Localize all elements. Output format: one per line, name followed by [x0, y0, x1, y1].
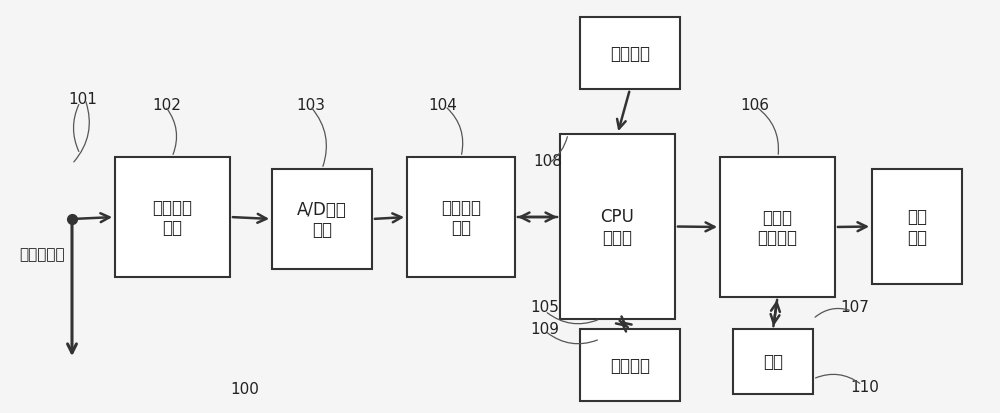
- Text: CPU
处理器: CPU 处理器: [601, 208, 634, 246]
- Text: 存储模块: 存储模块: [610, 356, 650, 374]
- Text: 103: 103: [296, 97, 325, 112]
- Text: 104: 104: [428, 97, 457, 112]
- Bar: [407, 158, 515, 277]
- Text: 109: 109: [530, 322, 559, 337]
- Text: 108: 108: [533, 154, 562, 169]
- Text: 110: 110: [850, 380, 879, 394]
- Text: 105: 105: [530, 300, 559, 315]
- Bar: [272, 170, 372, 269]
- Bar: [115, 158, 230, 277]
- Bar: [580, 18, 680, 90]
- Text: 显示
模块: 显示 模块: [907, 208, 927, 246]
- Text: 可编程
逻辑模块: 可编程 逻辑模块: [758, 208, 798, 247]
- Text: 波形处理
模块: 波形处理 模块: [441, 198, 481, 237]
- Text: A/D转换
模块: A/D转换 模块: [297, 200, 347, 239]
- Text: 输入放大
模块: 输入放大 模块: [152, 198, 192, 237]
- Bar: [560, 135, 675, 319]
- Text: 106: 106: [740, 97, 769, 112]
- Text: 100: 100: [230, 382, 259, 396]
- Bar: [720, 158, 835, 297]
- Text: 信号输入端: 信号输入端: [19, 247, 65, 262]
- Text: 显存: 显存: [763, 353, 783, 370]
- Text: 输入模块: 输入模块: [610, 45, 650, 63]
- Bar: [580, 329, 680, 401]
- Text: 107: 107: [840, 300, 869, 315]
- Bar: [733, 329, 813, 394]
- Bar: [872, 170, 962, 284]
- Text: 102: 102: [152, 97, 181, 112]
- Text: 101: 101: [68, 92, 97, 107]
